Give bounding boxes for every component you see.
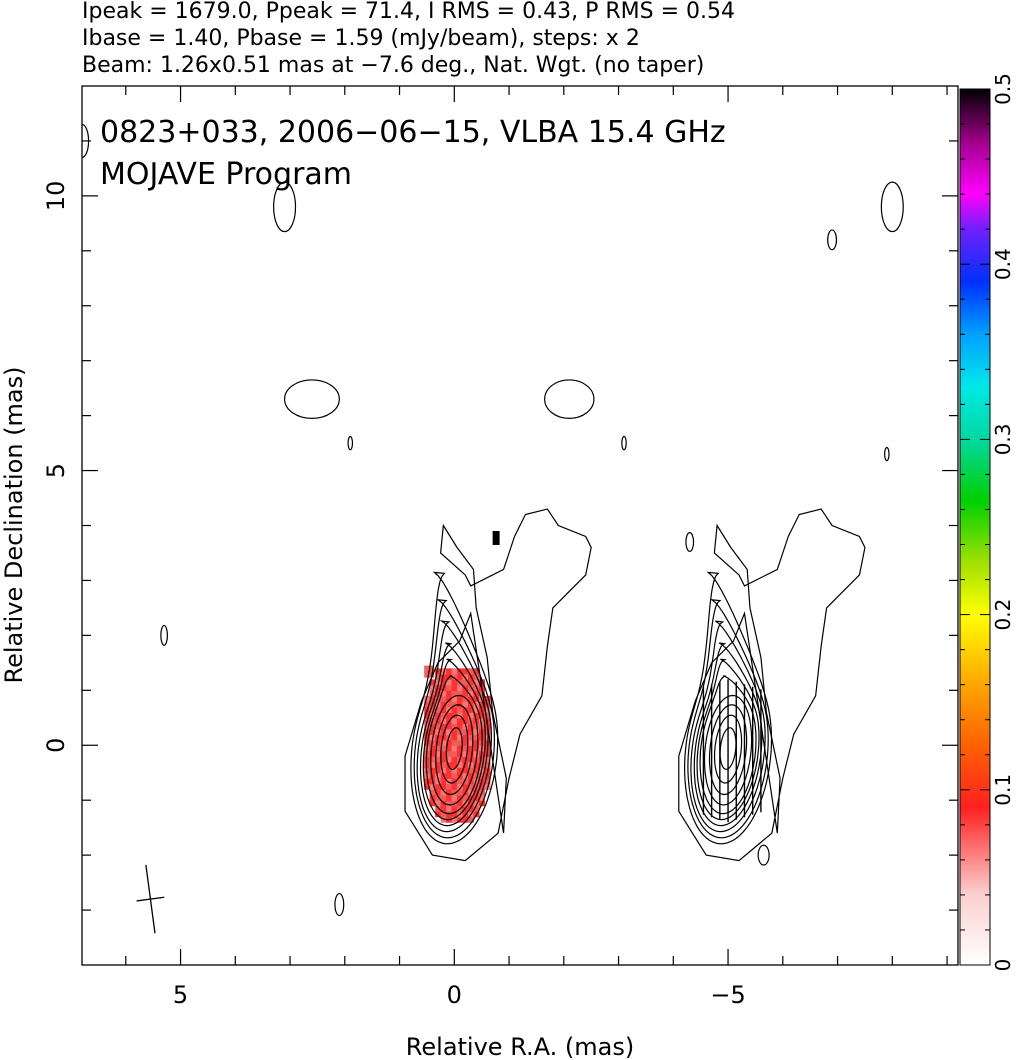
- left-map-contour-4: [419, 642, 489, 827]
- right-map-contour-9: [713, 714, 743, 784]
- header-line-1: Ipeak = 1679.0, Ppeak = 71.4, I RMS = 0.…: [82, 0, 735, 24]
- header-line-2: Ibase = 1.40, Pbase = 1.59 (mJy/beam), s…: [82, 26, 640, 51]
- chart-title: 0823+033, 2006−06−15, VLBA 15.4 GHz: [100, 115, 726, 150]
- noise-contour-6: [347, 435, 354, 451]
- colorbar-tick-label: 0.1: [991, 774, 1015, 806]
- colorbar-tick-label: 0.2: [991, 599, 1015, 631]
- polarization-pixel-black: [492, 530, 500, 545]
- x-axis-label: Relative R.A. (mas): [406, 1033, 634, 1060]
- y-tick-label: 10: [42, 181, 70, 212]
- right-map-contour-8: [708, 704, 748, 796]
- noise-contour-3: [273, 181, 297, 233]
- colorbar-tick-label: 0.3: [991, 423, 1015, 455]
- noise-contour-11: [757, 844, 770, 866]
- header-line-3: Beam: 1.26x0.51 mas at −7.6 deg., Nat. W…: [82, 53, 704, 78]
- noise-contour-5: [827, 229, 838, 251]
- right-map-contour-6: [699, 675, 757, 815]
- x-tick-label: −5: [710, 981, 745, 1009]
- beam-minor-axis: [136, 896, 165, 902]
- right-map-contour-3: [690, 620, 766, 833]
- y-tick-label: 5: [42, 463, 70, 478]
- left-map-contour-8: [435, 704, 474, 796]
- left-map-contour-7: [430, 694, 479, 806]
- polarization-pixels: [424, 665, 491, 823]
- chart-subtitle: MOJAVE Program: [100, 157, 352, 192]
- noise-contour-8: [884, 446, 890, 462]
- x-tick-label: 0: [447, 981, 462, 1009]
- left-map-contour-2: [413, 598, 496, 839]
- noise-contour-12: [685, 532, 695, 552]
- x-tick-label: 5: [173, 981, 188, 1009]
- noise-contour-7: [621, 435, 627, 451]
- left-map-contour-9: [440, 714, 469, 784]
- colorbar-tick-label: 0.5: [991, 73, 1015, 105]
- noise-contour-4: [880, 181, 904, 233]
- right-map-contour-5: [696, 658, 760, 821]
- contours: [404, 508, 866, 862]
- colorbar-tick-label: 0.4: [991, 248, 1015, 280]
- left-map-contour-6: [425, 675, 483, 815]
- noise-contour-1: [283, 379, 340, 419]
- left-map-contour-3: [416, 620, 492, 833]
- left-map-contour-1: [410, 571, 499, 845]
- left-map-contour-5: [422, 658, 486, 821]
- noise-contour-10: [334, 892, 345, 917]
- right-map-contour-1: [683, 571, 773, 845]
- noise-contour-2: [544, 379, 595, 419]
- evpa-ticks: [702, 679, 762, 823]
- left-map-contour-10: [445, 727, 463, 770]
- y-axis-label: Relative Declination (mas): [0, 366, 28, 683]
- y-tick-label: 0: [42, 738, 70, 753]
- colorbar: [959, 88, 991, 966]
- noise-contour-9: [160, 624, 169, 646]
- right-map-contour-outer: [678, 508, 866, 862]
- left-map-contour-outer: [404, 508, 592, 862]
- right-map-contour-2: [687, 598, 769, 839]
- colorbar-tick-label: 0: [991, 959, 1015, 972]
